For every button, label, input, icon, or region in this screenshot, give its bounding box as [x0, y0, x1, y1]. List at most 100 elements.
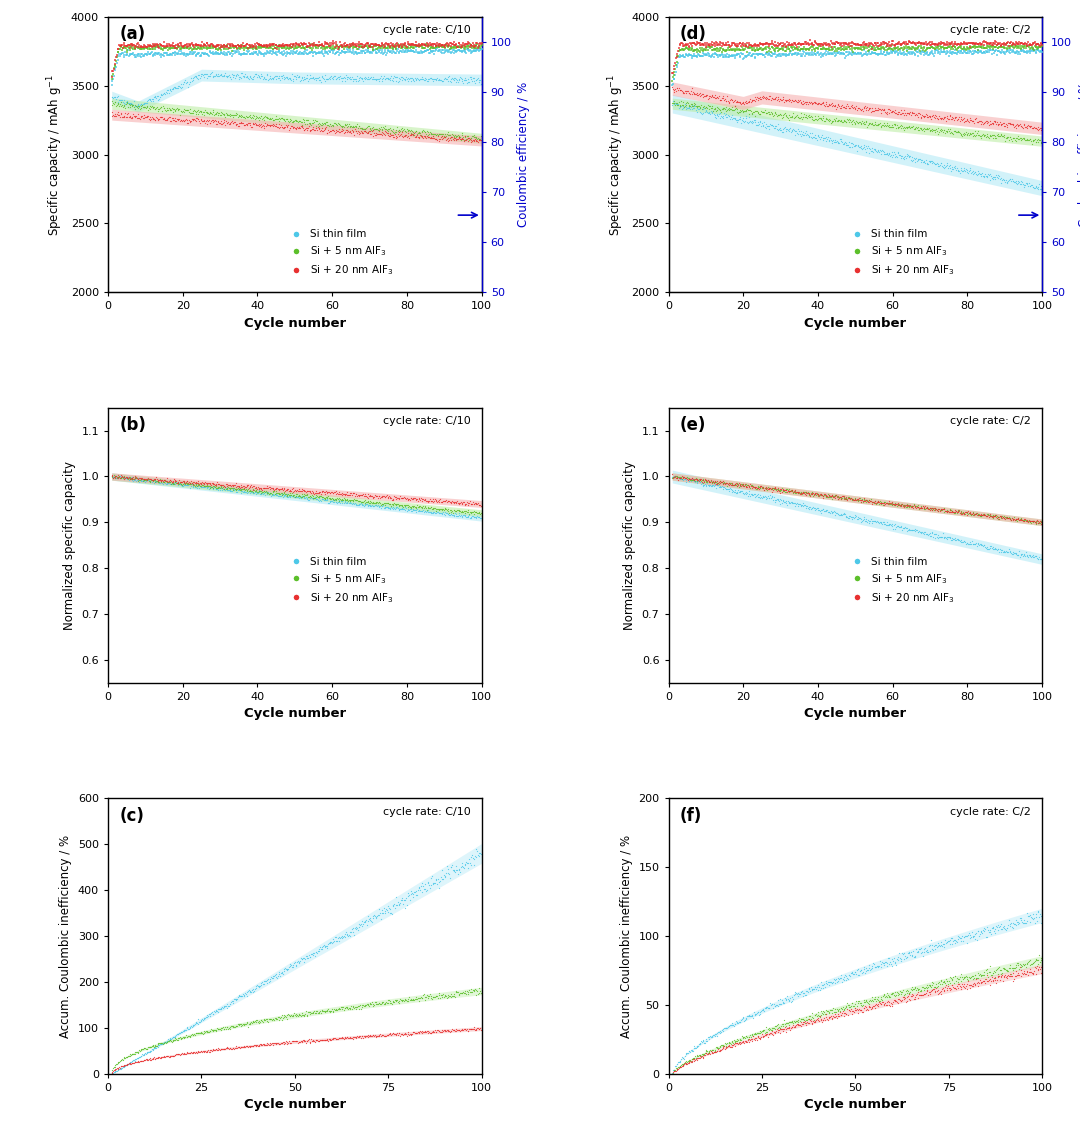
Point [374, 41, 391, 59]
Point [464, 69, 482, 87]
Point [295, 1030, 312, 1049]
Point [429, 987, 446, 1005]
Point [442, 494, 459, 512]
Point [985, 507, 1002, 525]
Point [283, 486, 300, 504]
Point [170, 476, 187, 494]
Point [878, 494, 895, 512]
Point [951, 979, 969, 997]
Point [734, 1031, 752, 1050]
Point [456, 132, 473, 150]
Point [957, 112, 974, 131]
Point [676, 35, 693, 53]
Point [433, 861, 450, 879]
Point [215, 107, 232, 125]
Point [1014, 512, 1031, 531]
Point [820, 503, 837, 521]
Point [730, 483, 747, 501]
Point [994, 127, 1011, 145]
Point [231, 43, 248, 61]
Point [685, 83, 702, 101]
Point [932, 500, 949, 518]
Point [943, 160, 960, 178]
Point [190, 40, 207, 58]
Point [890, 45, 907, 64]
Point [724, 1036, 741, 1054]
Point [114, 468, 132, 486]
Point [108, 106, 125, 124]
Point [1024, 40, 1041, 58]
Point [240, 69, 257, 87]
Point [867, 987, 885, 1005]
Point [189, 475, 206, 493]
Point [468, 41, 485, 59]
Point [174, 39, 191, 57]
Point [678, 1044, 696, 1062]
Point [160, 473, 177, 491]
Point [855, 112, 873, 131]
Point [440, 124, 457, 142]
Point [874, 100, 891, 118]
Point [687, 470, 704, 488]
Point [959, 42, 976, 60]
Point [327, 35, 345, 53]
Point [165, 1028, 183, 1046]
Point [112, 93, 130, 111]
Point [980, 506, 997, 524]
Point [394, 70, 411, 89]
Point [256, 39, 273, 57]
Point [892, 34, 909, 52]
Point [774, 34, 792, 52]
Point [966, 969, 983, 987]
Point [293, 43, 310, 61]
Point [942, 35, 959, 53]
Point [920, 500, 937, 518]
Point [798, 486, 815, 504]
Point [381, 1025, 399, 1043]
Point [239, 983, 256, 1001]
Point [324, 43, 341, 61]
Point [1001, 509, 1018, 527]
Point [416, 490, 433, 508]
Point [904, 520, 921, 538]
Point [874, 101, 891, 119]
Point [746, 110, 764, 128]
Point [967, 162, 984, 181]
Point [132, 36, 149, 55]
Point [940, 975, 957, 993]
Point [746, 107, 764, 125]
Point [795, 45, 812, 64]
Point [237, 481, 254, 499]
Point [136, 108, 153, 126]
Point [427, 504, 444, 523]
Point [177, 474, 194, 492]
Point [394, 889, 411, 908]
Point [212, 477, 229, 495]
Point [112, 1058, 130, 1076]
Point [842, 98, 860, 116]
Point [341, 123, 359, 141]
Point [473, 35, 490, 53]
Point [860, 42, 877, 60]
Point [869, 34, 887, 52]
Point [799, 107, 816, 125]
Point [389, 36, 406, 55]
Point [350, 117, 367, 135]
Point [895, 987, 913, 1005]
Point [1012, 544, 1029, 562]
Point [352, 69, 369, 87]
Point [347, 494, 364, 512]
Point [233, 1014, 251, 1033]
Point [195, 478, 213, 496]
Point [363, 496, 380, 515]
Point [387, 1025, 404, 1043]
Point [665, 1062, 683, 1080]
Point [909, 943, 927, 961]
Point [770, 1020, 787, 1038]
Point [718, 1037, 735, 1055]
Point [203, 1042, 220, 1060]
Point [245, 1012, 262, 1030]
Point [387, 487, 404, 506]
Point [872, 45, 889, 64]
Point [337, 997, 354, 1016]
